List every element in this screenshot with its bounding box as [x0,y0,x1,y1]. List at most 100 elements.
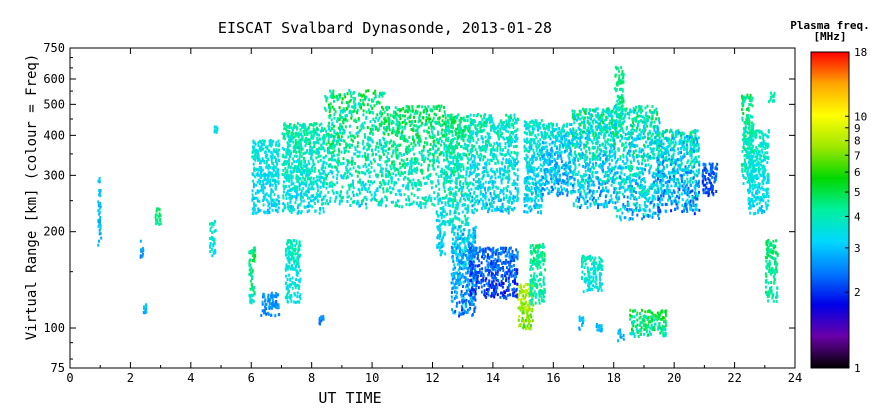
echo-point [466,283,469,287]
echo-point [378,142,381,146]
echo-point [500,188,502,192]
echo-point [306,163,309,167]
echo-point [438,219,441,223]
echo-point [487,174,490,178]
echo-point [515,275,518,279]
echo-point [376,173,379,177]
echo-point [450,170,453,174]
echo-point [295,168,298,172]
echo-point [535,192,538,196]
echo-point [480,184,483,188]
echo-point [294,244,297,248]
echo-point [348,100,351,104]
echo-point [317,155,320,158]
echo-point [376,187,379,191]
echo-point [416,158,419,162]
echo-point [305,150,308,154]
echo-point [447,203,450,207]
echo-point [418,125,421,129]
echo-point [451,139,454,143]
echo-point [478,184,481,188]
echo-point [363,186,366,190]
echo-point [300,193,303,197]
echo-point [492,276,495,280]
echo-point [496,168,498,172]
echo-point [272,139,275,143]
echo-point [302,187,305,190]
echo-point [324,201,327,205]
echo-point [454,154,457,158]
echo-point [496,132,499,136]
echo-point [273,201,276,205]
echo-point [508,177,511,181]
echo-point [383,182,386,186]
echo-point [322,160,325,164]
echo-point [501,167,504,171]
echo-point [289,188,292,192]
echo-point [329,94,332,98]
echo-point [394,111,397,115]
echo-point [437,225,440,229]
echo-point [476,162,479,166]
echo-point [287,125,290,129]
echo-point [326,174,328,178]
echo-point [506,177,509,181]
echo-point [439,241,442,245]
echo-point [485,119,488,123]
echo-point [326,146,329,150]
echo-point [485,163,488,167]
echo-point [523,149,526,153]
echo-point [512,194,515,198]
echo-point [487,282,490,285]
echo-cluster [213,125,219,134]
echo-point [507,293,509,297]
echo-point [411,202,414,206]
echo-point [270,198,273,202]
echo-point [525,179,528,183]
echo-point [459,280,462,284]
echo-point [392,149,395,153]
echo-point [140,248,143,252]
echo-point [454,119,457,123]
echo-point [274,204,277,208]
echo-point [282,208,285,212]
echo-point [444,196,447,199]
echo-point [287,131,290,135]
echo-point [426,117,429,121]
echo-point [483,170,486,173]
echo-point [458,314,461,318]
echo-point [345,167,348,171]
echo-point [299,268,302,272]
echo-point [472,170,475,174]
echo-point [455,144,458,148]
echo-point [292,170,295,174]
echo-point [472,178,475,182]
echo-point [484,250,487,253]
echo-point [402,177,405,181]
echo-point [513,287,516,291]
echo-point [298,155,301,159]
echo-point [276,180,279,184]
echo-point [289,169,292,173]
echo-point [509,283,511,287]
echo-point [472,113,475,117]
echo-point [451,155,454,159]
echo-point [492,185,495,189]
echo-point [460,186,463,190]
echo-point [490,143,492,147]
echo-point [536,122,539,126]
echo-point [410,192,413,196]
echo-point [474,292,477,296]
echo-cluster [384,104,447,209]
echo-point [414,168,417,172]
echo-point [290,211,293,214]
echo-point [526,312,529,316]
echo-point [253,197,256,200]
echo-point [495,265,498,269]
echo-point [408,170,411,174]
echo-point [304,184,307,188]
echo-point [514,173,517,177]
echo-point [299,152,302,156]
echo-point [372,158,375,162]
echo-point [489,153,492,157]
